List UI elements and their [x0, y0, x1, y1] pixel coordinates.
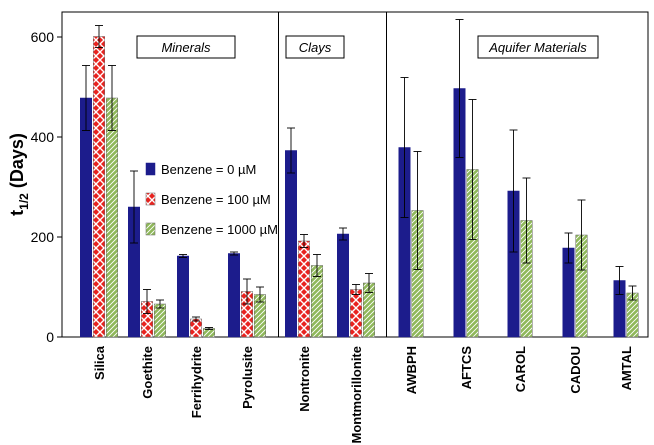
legend-swatch — [145, 192, 156, 206]
group-label: Minerals — [161, 40, 211, 55]
category-label: Montmorillonite — [349, 346, 364, 444]
category-label: Goethite — [140, 346, 155, 399]
category-label: CADOU — [568, 346, 583, 394]
group-label-box — [136, 35, 236, 59]
category-label: CAROL — [513, 346, 528, 392]
legend-label: Benzene = 100 µM — [161, 192, 271, 207]
bar — [93, 36, 105, 338]
group-label: Aquifer Materials — [488, 40, 587, 55]
y-tick-label: 600 — [31, 29, 55, 45]
legend-label: Benzene = 0 µM — [161, 162, 256, 177]
group-label-box — [477, 35, 599, 59]
group-label: Clays — [299, 40, 332, 55]
category-label: Silica — [92, 345, 107, 380]
y-axis-label: t1/2 (Days) — [7, 133, 31, 216]
bar — [285, 150, 297, 338]
y-tick-label: 400 — [31, 129, 55, 145]
plot-area: 0 200 400 600 t1/2 (Days) Minerals Clays Aquife… — [7, 11, 649, 444]
bar — [298, 240, 310, 338]
category-label: AMTAL — [619, 346, 634, 391]
category-label: Pyrolusite — [240, 346, 255, 409]
bar — [337, 233, 349, 338]
bar — [228, 253, 240, 338]
bar — [190, 318, 202, 338]
legend-swatch — [145, 222, 156, 236]
bar — [80, 97, 92, 338]
category-label: Ferrihydrite — [189, 346, 204, 418]
bar — [154, 303, 166, 338]
bar — [350, 289, 362, 338]
category-label: AWBPH — [404, 346, 419, 394]
category-label: Nontronite — [297, 346, 312, 412]
legend-swatch — [145, 162, 156, 176]
group-label-box — [285, 35, 345, 59]
category-label: AFTCS — [459, 346, 474, 390]
bar — [106, 97, 118, 338]
bar — [177, 255, 189, 338]
legend-label: Benzene = 1000 µM — [161, 222, 278, 237]
y-tick-label: 0 — [46, 329, 54, 345]
y-tick-label: 200 — [31, 229, 55, 245]
